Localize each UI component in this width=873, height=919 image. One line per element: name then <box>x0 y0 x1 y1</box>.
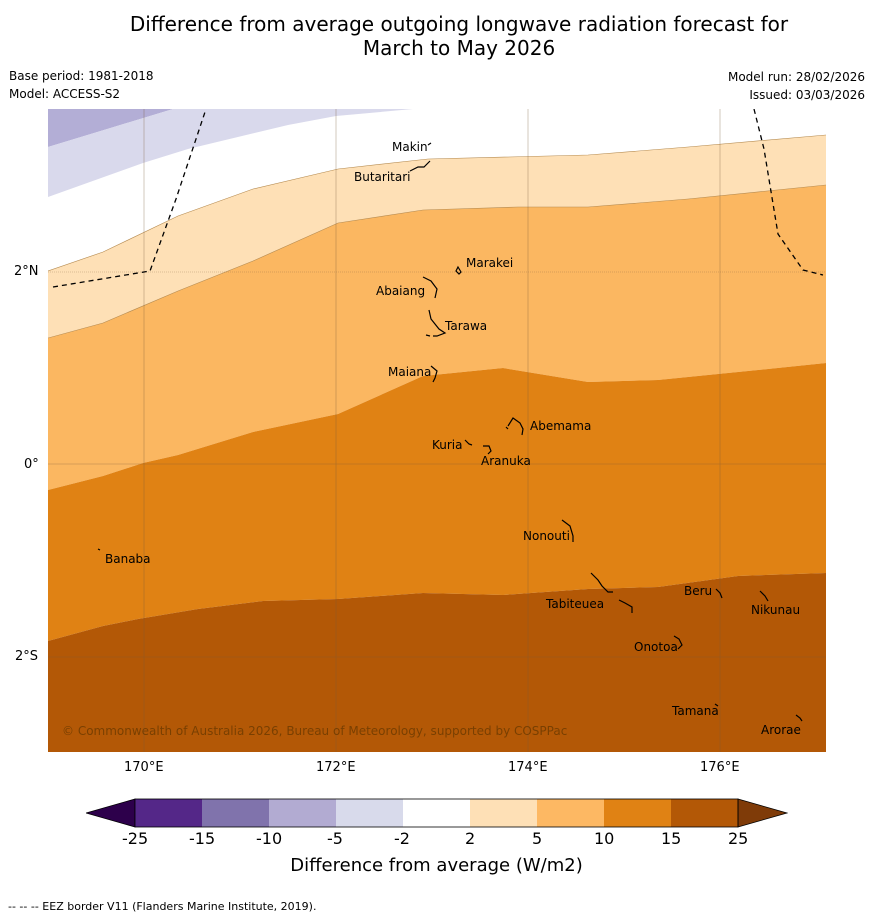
colorbar-tick-10: 25 <box>728 829 749 848</box>
island-aranuka <box>483 445 492 455</box>
colorbar-tick-9: 15 <box>661 829 682 848</box>
colorbar-label: Difference from average (W/m2) <box>290 855 583 876</box>
model-name: Model: ACCESS-S2 <box>9 87 121 101</box>
place-label-aranuka: Aranuka <box>481 454 531 468</box>
colorbar-tick-3: -10 <box>256 829 283 848</box>
island-tamana <box>714 703 719 707</box>
title-line-2: March to May 2026 <box>362 36 556 60</box>
island-marakei <box>455 265 462 275</box>
eez-border <box>52 109 824 288</box>
place-labels: Makin Butaritari Marakei Abaiang Tarawa … <box>105 140 801 737</box>
island-beru <box>715 588 723 599</box>
place-label-nonouti: Nonouti <box>523 529 570 543</box>
chart-title: Difference from average outgoing longwav… <box>0 12 873 60</box>
colorbar-extend-low <box>84 798 136 828</box>
island-banaba <box>97 548 101 551</box>
islands <box>97 142 803 722</box>
colorbar <box>84 798 789 832</box>
place-label-makin: Makin <box>392 140 428 154</box>
place-label-maiana: Maiana <box>388 365 431 379</box>
lon-label-172e: 172°E <box>316 760 356 775</box>
colorbar-tick-6: 2 <box>465 829 476 848</box>
colorbar-swatch-4 <box>336 799 403 827</box>
place-label-butaritari: Butaritari <box>354 170 411 184</box>
lon-label-176e: 176°E <box>700 760 740 775</box>
colorbar-swatch-2 <box>202 799 269 827</box>
place-label-arorae: Arorae <box>761 723 801 737</box>
island-makin-butaritari <box>409 142 432 172</box>
copyright-notice: © Commonwealth of Australia 2026, Bureau… <box>62 724 568 738</box>
band-2-5 <box>48 135 826 338</box>
place-label-banaba: Banaba <box>105 552 151 566</box>
island-abaiang <box>422 276 438 299</box>
place-label-tamana: Tamana <box>671 704 719 718</box>
eez-legend-note: -- -- -- EEZ border V11 (Flanders Marine… <box>8 900 317 913</box>
graticule <box>48 109 826 752</box>
eez-border-east <box>753 109 824 276</box>
colorbar-tick-2: -15 <box>189 829 216 848</box>
place-label-abemama: Abemama <box>530 419 591 433</box>
colorbar-swatch-3 <box>269 799 336 827</box>
colorbar-tick-1: -25 <box>122 829 149 848</box>
issued-date: Issued: 03/03/2026 <box>749 88 865 102</box>
island-tarawa <box>425 309 447 337</box>
colorbar-swatch-7 <box>537 799 604 827</box>
place-label-marakei: Marakei <box>466 256 513 270</box>
place-label-tarawa: Tarawa <box>444 319 487 333</box>
island-nonouti <box>561 519 574 542</box>
lon-label-170e: 170°E <box>124 760 164 775</box>
colorbar-swatch-6 <box>470 799 537 827</box>
title-line-1: Difference from average outgoing longwav… <box>129 12 789 36</box>
colorbar-swatch-8 <box>604 799 671 827</box>
colorbar-swatch-1 <box>135 799 202 827</box>
island-kuria <box>464 439 473 446</box>
map-panel: Makin Butaritari Marakei Abaiang Tarawa … <box>48 109 826 752</box>
colorbar-svg <box>84 798 789 828</box>
map-svg: Makin Butaritari Marakei Abaiang Tarawa … <box>48 109 826 752</box>
island-arorae <box>795 714 803 722</box>
island-onotoa <box>673 635 683 650</box>
lon-label-174e: 174°E <box>508 760 548 775</box>
band-5-10 <box>48 185 826 490</box>
colorbar-extend-high <box>737 798 789 828</box>
lat-label-2n: 2°N <box>14 264 39 279</box>
colorbar-outline <box>134 798 739 828</box>
place-label-onotoa: Onotoa <box>634 640 678 654</box>
island-maiana <box>430 365 438 383</box>
place-label-tabiteuea: Tabiteuea <box>545 597 604 611</box>
lat-label-0: 0° <box>24 457 39 472</box>
island-tabiteuea <box>590 572 633 613</box>
base-period: Base period: 1981-2018 <box>9 69 154 83</box>
band-minus5-minus2 <box>48 109 413 197</box>
eez-border-west <box>52 109 207 288</box>
place-label-nikunau: Nikunau <box>751 603 800 617</box>
contour-5 <box>48 184 826 339</box>
colorbar-swatch-5 <box>403 799 470 827</box>
colorbar-tick-5: -2 <box>394 829 410 848</box>
band-10-15 <box>48 363 826 641</box>
place-label-kuria: Kuria <box>432 438 463 452</box>
colorbar-swatch-9 <box>671 799 738 827</box>
place-label-beru: Beru <box>684 584 712 598</box>
model-run: Model run: 28/02/2026 <box>727 70 865 84</box>
contour-2 <box>48 134 826 272</box>
colorbar-tick-7: 5 <box>532 829 543 848</box>
lat-label-2s: 2°S <box>15 649 39 664</box>
place-label-abaiang: Abaiang <box>376 284 425 298</box>
band-15-25 <box>48 573 826 752</box>
colorbar-tick-4: -5 <box>327 829 343 848</box>
island-abemama <box>505 417 524 436</box>
island-nikunau <box>759 590 769 602</box>
colorbar-tick-8: 10 <box>594 829 615 848</box>
